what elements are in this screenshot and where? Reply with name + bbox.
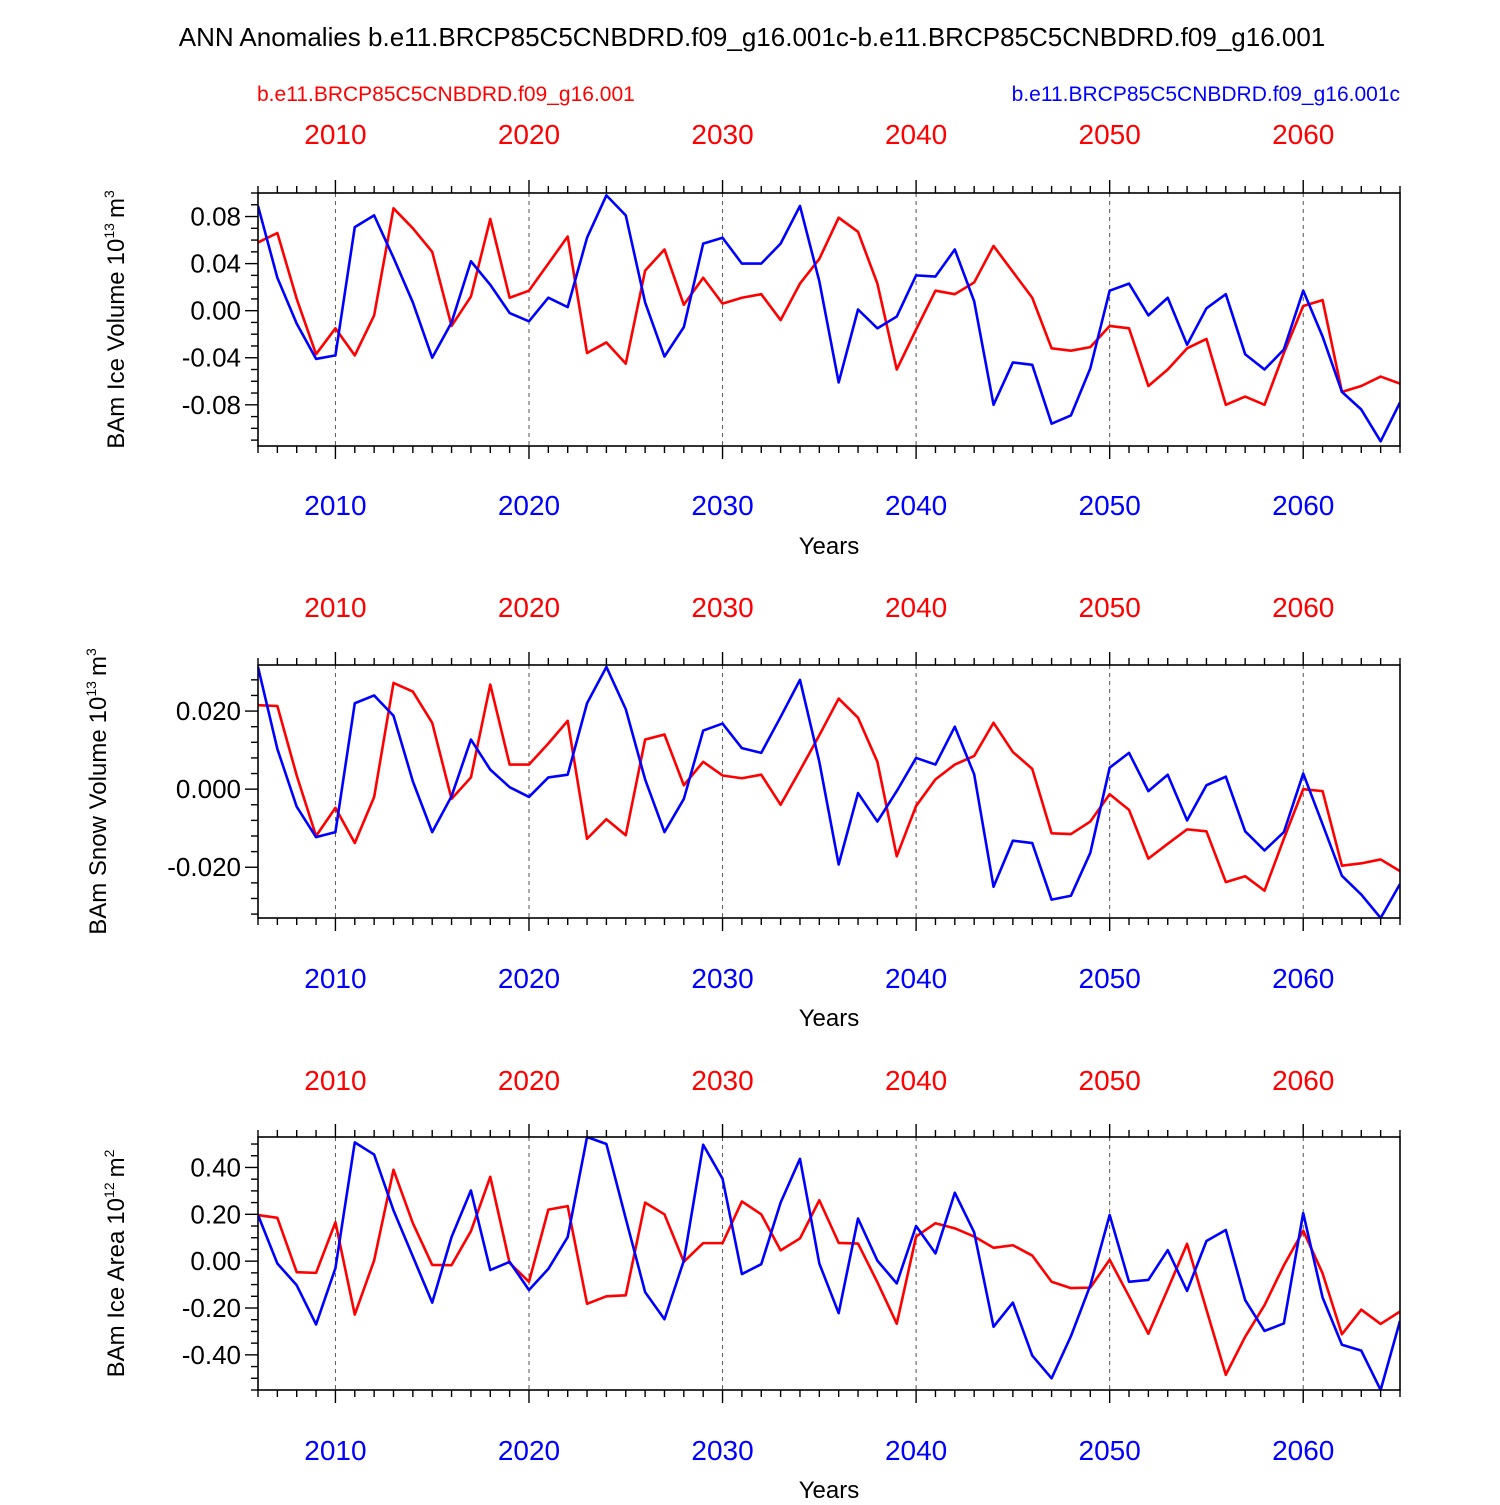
panel-2-top-xtick-label-2: 2030 [691, 592, 753, 623]
panel-1-series-blue-line [258, 194, 1400, 443]
panel-1-ytick-label-0: 0.08 [190, 202, 241, 232]
panel-1-bottom-xtick-label-4: 2050 [1079, 490, 1141, 521]
panel-1-top-xtick-label-5: 2060 [1272, 119, 1334, 150]
panel-3-ylabel-tail-exp: 2 [101, 1149, 117, 1157]
panel-3-series-blue-line [258, 1137, 1400, 1390]
panel-1-xlabel: Years [799, 533, 860, 560]
panel-2-bottom-xtick-label-3: 2040 [885, 963, 947, 994]
panel-1-ylabel-exp: 13 [101, 223, 117, 239]
panel-1-top-xtick-label-2: 2030 [691, 119, 753, 150]
legend-red-label: b.e11.BRCP85C5CNBDRD.f09_g16.001 [257, 83, 635, 106]
panel-2-top-xtick-label-1: 2020 [498, 592, 560, 623]
panel-1-bottom-xtick-label-3: 2040 [885, 490, 947, 521]
panel-3: 0.40 0.20 0.00 -0.20 -0.40 2010 2010 2020 2020 20… [101, 1065, 1401, 1504]
panel-2-ylabel-name: BAm Snow Volume [85, 729, 112, 934]
panel-2-ytick-label-0: 0.020 [176, 696, 241, 726]
panel-2-series-red-line [258, 681, 1400, 892]
panel-2: 0.020 0.000 -0.020 2010 2010 2020 2020 2030 2030… [83, 592, 1401, 1032]
panel-1-ylabel-tail: m [103, 198, 130, 218]
panel-2-top-xtick-label-5: 2060 [1272, 592, 1334, 623]
panel-3-series-red-line [258, 1168, 1400, 1377]
panel-1-ylabel-name: BAm Ice Volume [103, 271, 130, 448]
panel-1-bottom-xtick-label-2: 2030 [691, 490, 753, 521]
panel-3-top-xtick-label-3: 2040 [885, 1065, 947, 1096]
panel-3-ytick-label-4: -0.40 [182, 1340, 241, 1370]
panel-1-ytick-label-2: 0.00 [190, 296, 241, 326]
panel-3-bottom-xtick-label-4: 2050 [1079, 1435, 1141, 1466]
panel-1-frame [257, 192, 1401, 447]
panel-3-bottom-xtick-label-3: 2040 [885, 1435, 947, 1466]
panel-3-top-xtick-label-5: 2060 [1272, 1065, 1334, 1096]
panel-2-xlabel: Years [799, 1005, 860, 1032]
panel-3-bottom-xtick-label-0: 2010 [304, 1435, 366, 1466]
panel-1-ytick-label-3: -0.04 [182, 343, 241, 373]
panel-3-frame [257, 1136, 1401, 1391]
panel-1-ylabel: BAm Ice Volume 1013 m3 [101, 190, 130, 449]
panel-3-ylabel-exp: 12 [101, 1182, 117, 1198]
panel-2-bottom-xtick-label-5: 2060 [1272, 963, 1334, 994]
panel-1: 0.08 0.04 0.00 -0.04 -0.08 2010 2010 2020 2020 20… [101, 119, 1401, 560]
panel-1-bottom-xtick-label-1: 2020 [498, 490, 560, 521]
panel-1-bottom-xtick-label-0: 2010 [304, 490, 366, 521]
panel-2-ylabel-unit: 10 [85, 697, 112, 724]
panel-3-ytick-label-3: -0.20 [182, 1293, 241, 1323]
panel-2-bottom-xtick-label-2: 2030 [691, 963, 753, 994]
figure-title: ANN Anomalies b.e11.BRCP85C5CNBDRD.f09_g… [179, 22, 1326, 52]
panel-1-series-red-line [258, 207, 1400, 407]
panel-2-bottom-xtick-label-1: 2020 [498, 963, 560, 994]
panel-3-ylabel: BAm Ice Area 1012 m2 [101, 1149, 130, 1377]
panel-3-ytick-label-1: 0.20 [190, 1199, 241, 1229]
panel-3-ylabel-unit: 10 [103, 1198, 130, 1225]
panel-3-top-xtick-label-0: 2010 [304, 1065, 366, 1096]
legend-blue-label: b.e11.BRCP85C5CNBDRD.f09_g16.001c [1012, 83, 1400, 106]
panel-3-bottom-xtick-label-5: 2060 [1272, 1435, 1334, 1466]
panel-3-ytick-label-2: 0.00 [190, 1246, 241, 1276]
panel-3-top-xtick-label-2: 2030 [691, 1065, 753, 1096]
panel-1-top-xtick-label-4: 2050 [1079, 119, 1141, 150]
panel-1-ytick-label-4: -0.08 [182, 390, 241, 420]
panel-3-top-xtick-label-4: 2050 [1079, 1065, 1141, 1096]
panel-2-top-xtick-label-3: 2040 [885, 592, 947, 623]
panel-3-ylabel-name: BAm Ice Area [103, 1230, 130, 1377]
panel-3-ytick-label-0: 0.40 [190, 1152, 241, 1182]
panels-group: 0.080.040.00-0.04-0.08201020102020202020… [83, 119, 1401, 1504]
panel-2-bottom-xtick-label-0: 2010 [304, 963, 366, 994]
panel-1-bottom-xtick-label-5: 2060 [1272, 490, 1334, 521]
panel-3-top-xtick-label-1: 2020 [498, 1065, 560, 1096]
panel-2-top-xtick-label-4: 2050 [1079, 592, 1141, 623]
panel-3-xlabel: Years [799, 1477, 860, 1500]
panel-2-bottom-xtick-label-4: 2050 [1079, 963, 1141, 994]
panel-1-ytick-label-1: 0.04 [190, 249, 241, 279]
panel-3-bottom-xtick-label-1: 2020 [498, 1435, 560, 1466]
panel-2-ylabel: BAm Snow Volume 1013 m3 [83, 648, 112, 935]
panel-1-top-xtick-label-0: 2010 [304, 119, 366, 150]
panel-3-ylabel-tail: m [103, 1157, 130, 1177]
panel-2-ylabel-exp: 13 [83, 681, 99, 697]
panel-1-ylabel-tail-exp: 3 [101, 190, 117, 198]
panel-2-ytick-label-2: -0.020 [167, 852, 241, 882]
panel-2-top-xtick-label-0: 2010 [304, 592, 366, 623]
panel-1-ylabel-unit: 10 [103, 239, 130, 266]
panel-1-top-xtick-label-3: 2040 [885, 119, 947, 150]
panel-2-ylabel-tail-exp: 3 [83, 648, 99, 656]
panel-2-ylabel-tail: m [85, 656, 112, 676]
panel-2-frame [257, 664, 1401, 919]
panel-1-top-xtick-label-1: 2020 [498, 119, 560, 150]
panel-2-series-blue-line [258, 665, 1400, 918]
panel-3-bottom-xtick-label-2: 2030 [691, 1435, 753, 1466]
panel-2-ytick-label-1: 0.000 [176, 774, 241, 804]
